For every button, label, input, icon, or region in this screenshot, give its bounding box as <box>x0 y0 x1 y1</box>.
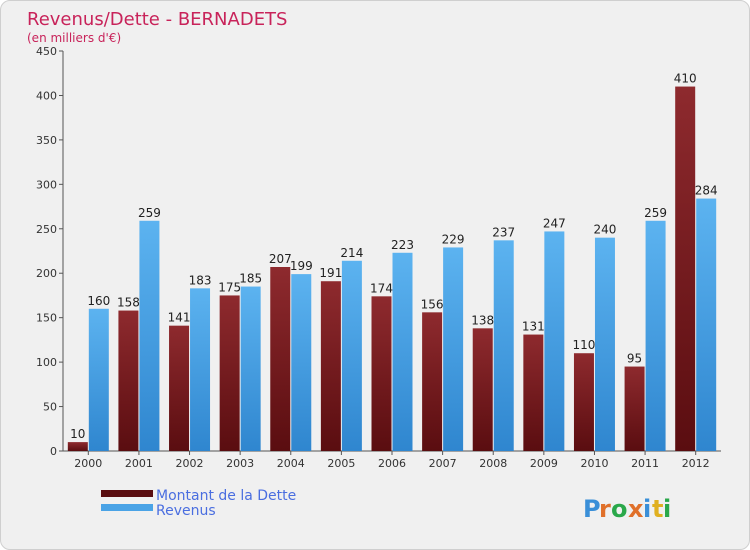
bar-revenus <box>88 308 109 451</box>
data-label-debt: 410 <box>674 72 697 86</box>
svg-text:x: x <box>628 495 644 523</box>
x-tick-label: 2011 <box>631 457 659 470</box>
y-tick-label: 0 <box>50 445 57 458</box>
bar-debt <box>118 310 139 451</box>
data-label-debt: 207 <box>269 252 292 266</box>
data-label-debt: 138 <box>471 313 494 327</box>
x-tick-label: 2009 <box>530 457 558 470</box>
data-label-debt: 191 <box>319 266 342 280</box>
legend: Montant de la Dette Revenus <box>101 488 296 519</box>
chart-subtitle: (en milliers d'€) <box>27 31 121 45</box>
bar-revenus <box>696 198 717 451</box>
bar-revenus <box>493 240 514 451</box>
svg-text:i: i <box>663 495 671 523</box>
svg-text:r: r <box>599 495 611 523</box>
bar-revenus <box>645 220 666 451</box>
bar-debt <box>169 325 190 451</box>
data-label-debt: 131 <box>522 320 545 334</box>
legend-swatch-revenus <box>101 504 153 511</box>
bar-debt <box>624 366 645 451</box>
axes: 0 50 100 150 200 250 300 350 400 450 2000 2001 2002 2… <box>36 45 721 470</box>
y-tick-label: 200 <box>36 267 57 280</box>
value-labels: 10 158 141 175 207 191 174 156 138 131 110 95 410 160… <box>70 72 717 442</box>
data-label-debt: 95 <box>627 352 642 366</box>
legend-label-debt: Montant de la Dette <box>156 488 296 504</box>
x-tick-label: 2000 <box>74 457 102 470</box>
data-label-revenus: 214 <box>340 246 363 260</box>
x-tick-label: 2005 <box>327 457 355 470</box>
bar-revenus <box>139 220 160 451</box>
bar-revenus <box>291 274 312 451</box>
data-label-revenus: 259 <box>644 206 667 220</box>
bar-debt <box>270 267 291 451</box>
data-label-revenus: 284 <box>695 184 718 198</box>
y-tick-label: 300 <box>36 178 57 191</box>
svg-text:P: P <box>583 495 601 523</box>
data-label-debt: 156 <box>421 297 444 311</box>
data-label-revenus: 199 <box>290 259 313 273</box>
x-tick-label: 2007 <box>429 457 457 470</box>
data-label-revenus: 247 <box>543 216 566 230</box>
data-label-revenus: 160 <box>87 294 110 308</box>
y-tick-label: 450 <box>36 45 57 58</box>
data-label-revenus: 223 <box>391 238 414 252</box>
x-tick-label: 2006 <box>378 457 406 470</box>
bar-debt <box>523 334 544 451</box>
bar-revenus <box>240 286 261 451</box>
bar-debt <box>371 296 392 451</box>
data-label-debt: 174 <box>370 281 393 295</box>
data-label-revenus: 185 <box>239 272 262 286</box>
x-tick-label: 2003 <box>226 457 254 470</box>
bar-revenus <box>392 252 413 451</box>
y-tick-label: 350 <box>36 134 57 147</box>
bar-debt <box>422 312 443 451</box>
bar-revenus <box>190 288 211 451</box>
y-tick-label: 100 <box>36 356 57 369</box>
data-label-debt: 141 <box>168 311 191 325</box>
bar-revenus <box>594 237 615 451</box>
svg-text:i: i <box>643 495 651 523</box>
bar-debt <box>675 86 696 452</box>
bar-debt <box>320 281 341 451</box>
data-label-revenus: 240 <box>594 223 617 237</box>
legend-label-revenus: Revenus <box>156 503 216 519</box>
x-tick-label: 2002 <box>176 457 204 470</box>
data-label-debt: 110 <box>573 338 596 352</box>
bar-revenus <box>443 247 464 451</box>
svg-text:o: o <box>611 495 628 523</box>
svg-text:t: t <box>652 495 663 523</box>
chart-title: Revenus/Dette - BERNADETS <box>27 9 287 30</box>
y-tick-label: 50 <box>43 401 57 414</box>
proxiti-logo: P r o x i t i <box>583 495 671 523</box>
bar-debt <box>219 295 240 451</box>
bar-debt <box>472 328 493 451</box>
y-tick-label: 250 <box>36 223 57 236</box>
bar-revenus <box>544 231 565 451</box>
y-tick-label: 150 <box>36 312 57 325</box>
x-tick-label: 2004 <box>277 457 305 470</box>
data-label-revenus: 259 <box>138 206 161 220</box>
bar-revenus <box>341 260 362 451</box>
y-tick-label: 400 <box>36 89 57 102</box>
data-label-revenus: 237 <box>492 225 515 239</box>
data-label-debt: 175 <box>218 280 241 294</box>
x-tick-label: 2012 <box>682 457 710 470</box>
data-label-debt: 10 <box>70 427 85 441</box>
bars <box>67 86 717 452</box>
bar-debt <box>573 353 594 451</box>
data-label-debt: 158 <box>117 296 140 310</box>
x-tick-label: 2008 <box>479 457 507 470</box>
data-label-revenus: 183 <box>189 273 212 287</box>
legend-swatch-debt <box>101 490 153 497</box>
bar-debt <box>67 442 88 451</box>
x-tick-label: 2010 <box>580 457 608 470</box>
x-tick-label: 2001 <box>125 457 153 470</box>
data-label-revenus: 229 <box>442 232 465 246</box>
